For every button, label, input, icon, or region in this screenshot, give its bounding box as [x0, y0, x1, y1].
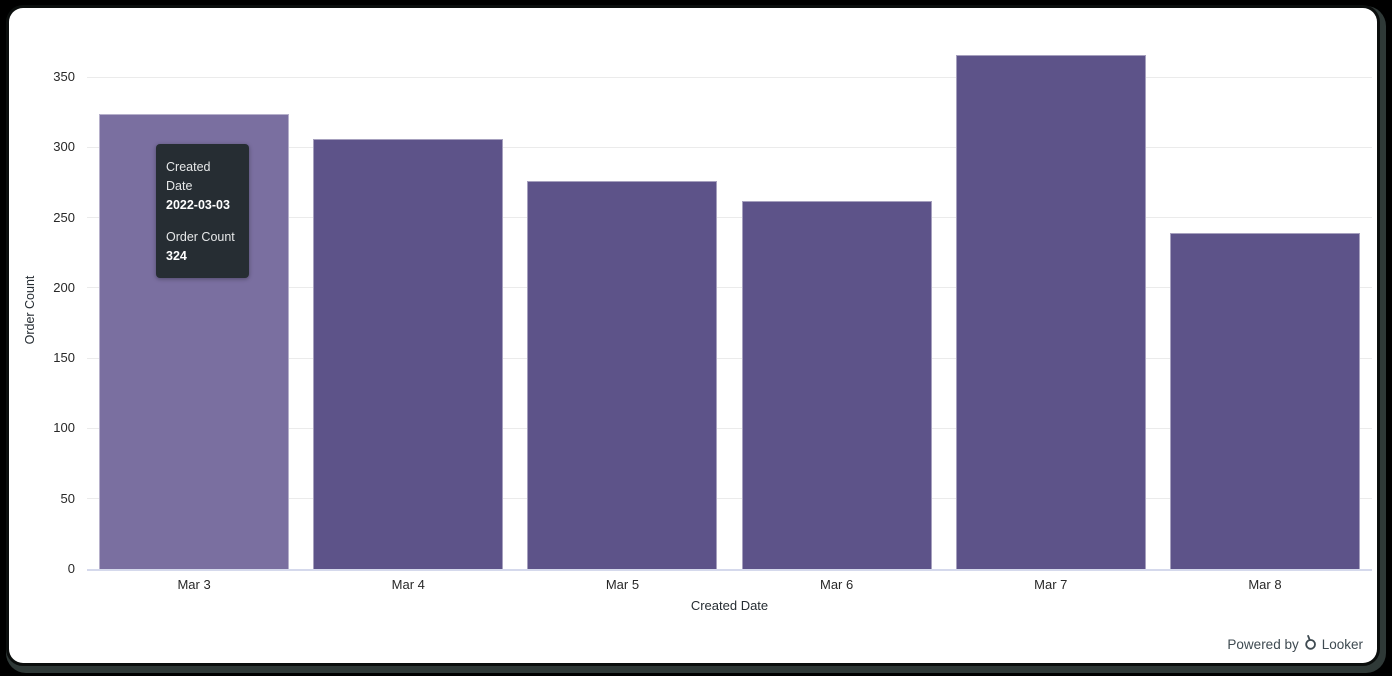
bar-slot-mar-8: [1158, 8, 1372, 569]
bar-mar-7[interactable]: [955, 54, 1146, 569]
powered-by-text: Powered by: [1227, 636, 1299, 652]
bar-slot-mar-5: [515, 8, 729, 569]
gridline-350: [87, 76, 1372, 78]
x-tick-label-mar-8: Mar 8: [1248, 577, 1282, 592]
gridline-100: [87, 427, 1372, 429]
gridline-150: [87, 357, 1372, 359]
bar-slot-mar-3: [87, 8, 301, 569]
tooltip-dimension-group: Created Date 2022-03-03: [166, 158, 239, 215]
powered-by-looker-link[interactable]: Powered by Looker: [1227, 634, 1363, 654]
gridline-50: [87, 498, 1372, 500]
bar-slot-mar-4: [301, 8, 515, 569]
bar-slot-mar-6: [730, 8, 944, 569]
x-axis-labels: Mar 3 Mar 4 Mar 5 Mar 6 Mar 7 Mar 8: [87, 577, 1372, 593]
bars-layer: [87, 8, 1372, 569]
y-tick-label-350: 350: [53, 69, 75, 84]
y-tick-label-50: 50: [60, 490, 75, 506]
x-tick-label-mar-3: Mar 3: [177, 577, 211, 592]
x-tick-label-mar-5: Mar 5: [605, 577, 640, 592]
tooltip-dimension-label: Created Date: [166, 160, 211, 193]
y-tick-label-300: 300: [53, 139, 75, 155]
y-tick-label-250: 250: [53, 209, 75, 225]
x-tick-label-mar-7: Mar 7: [1034, 577, 1068, 592]
tooltip-dimension-value: 2022-03-03: [166, 198, 230, 212]
looker-brand-text: Looker: [1321, 636, 1363, 652]
y-tick-label-200: 200: [53, 279, 75, 295]
bar-slot-mar-7: [944, 8, 1158, 569]
x-axis-title: Created Date: [690, 598, 769, 613]
gridline-300: [87, 146, 1372, 148]
gridline-200: [87, 287, 1372, 289]
bar-mar-6[interactable]: [741, 200, 932, 569]
x-tick-label-mar-4: Mar 4: [391, 577, 425, 592]
tooltip-measure-value: 324: [166, 249, 187, 263]
tooltip-measure-label: Order Count: [166, 230, 235, 244]
bar-mar-5[interactable]: [527, 181, 718, 569]
plot-area: [87, 8, 1372, 571]
y-axis-labels: 0 50 100 150 200 250 300 350: [29, 8, 75, 576]
tooltip: Created Date 2022-03-03 Order Count 324: [156, 144, 249, 278]
bar-mar-8[interactable]: [1169, 233, 1360, 569]
y-tick-label-100: 100: [53, 420, 75, 436]
tooltip-measure-group: Order Count 324: [166, 228, 239, 266]
x-tick-label-mar-6: Mar 6: [819, 577, 854, 592]
y-tick-label-0: 0: [67, 561, 75, 576]
y-tick-label-150: 150: [53, 350, 75, 366]
looker-logo-icon: [1303, 634, 1318, 654]
bar-mar-4[interactable]: [313, 138, 504, 569]
gridline-250: [87, 217, 1372, 219]
